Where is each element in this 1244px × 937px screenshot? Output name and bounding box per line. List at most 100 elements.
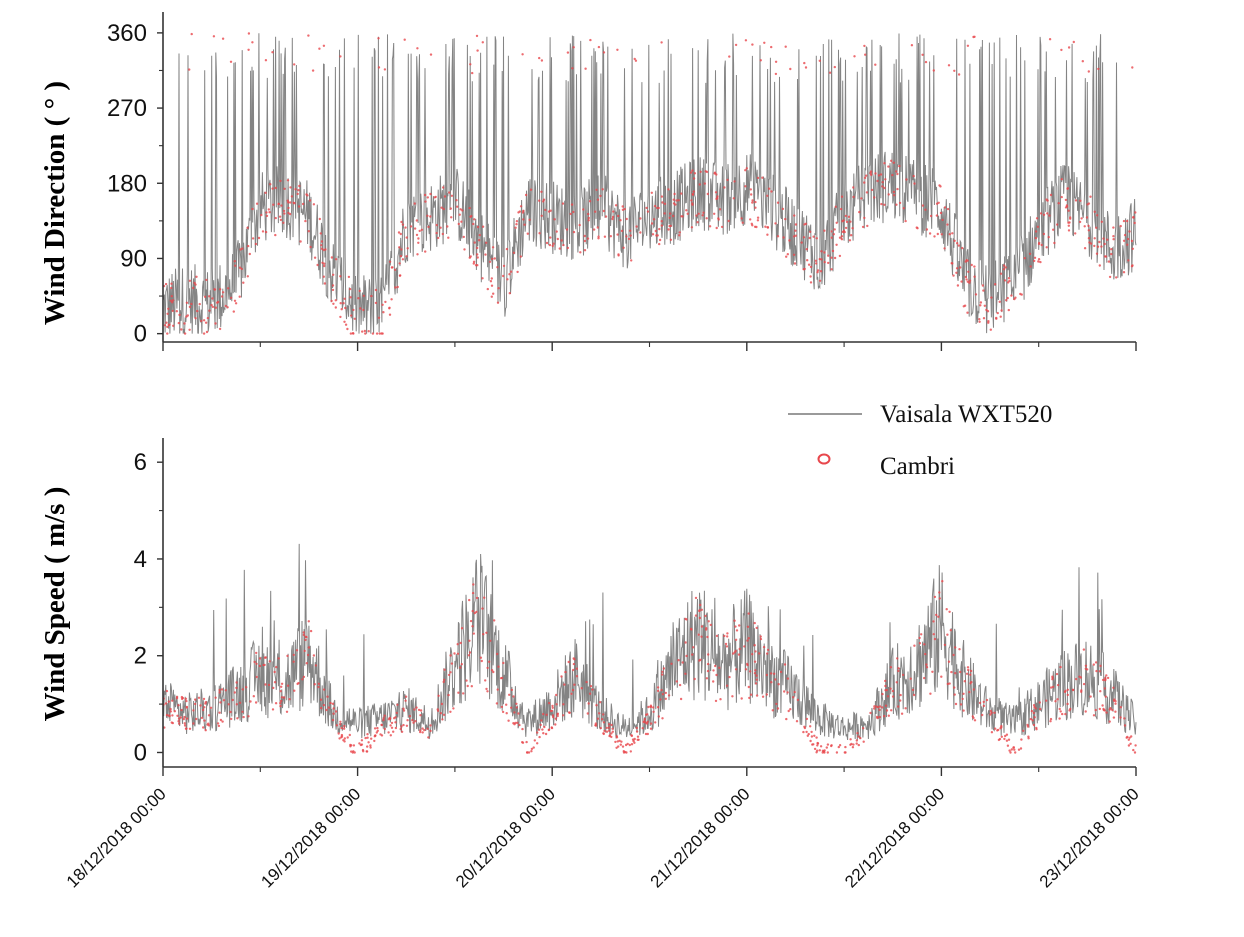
cambri-speed-point [878, 715, 881, 719]
cambri-speed-point [481, 607, 484, 610]
cambri-speed-point [694, 614, 698, 617]
cambri-speed-point [796, 698, 800, 702]
cambri-direction-point [435, 231, 438, 235]
cambri-speed-point [924, 652, 927, 656]
cambri-speed-point [514, 721, 517, 725]
cambri-speed-point [507, 719, 510, 722]
cambri-direction-point [979, 304, 982, 307]
cambri-speed-point [1111, 708, 1114, 712]
cambri-speed-point [913, 644, 916, 647]
cambri-speed-point [1123, 717, 1126, 720]
cambri-direction-point [956, 242, 959, 245]
cambri-speed-point [661, 717, 664, 720]
cambri-speed-point [185, 706, 188, 709]
cambri-direction-point [744, 185, 747, 188]
cambri-speed-point [856, 732, 859, 735]
cambri-direction-point [474, 264, 478, 267]
cambri-direction-point [751, 43, 754, 46]
cambri-speed-point [978, 701, 982, 705]
cambri-direction-point [468, 256, 471, 259]
cambri-speed-point [319, 698, 323, 701]
cambri-speed-point [501, 710, 505, 714]
cambri-direction-point [621, 205, 624, 208]
cambri-speed-point [279, 704, 282, 708]
cambri-direction-point [1019, 292, 1022, 296]
cambri-speed-point [543, 725, 546, 729]
cambri-speed-point [303, 649, 306, 653]
cambri-direction-point [1110, 248, 1113, 251]
cambri-direction-point [468, 206, 471, 210]
cambri-speed-point [314, 664, 318, 667]
cambri-speed-point [753, 672, 757, 675]
cambri-direction-point [274, 233, 277, 237]
y-tick-label: 6 [134, 449, 147, 476]
cambri-direction-point [316, 263, 319, 267]
cambri-speed-point [358, 742, 361, 745]
cambri-direction-point [219, 288, 222, 291]
cambri-speed-point [852, 743, 855, 746]
cambri-direction-point [1039, 212, 1043, 215]
cambri-direction-point [660, 224, 663, 227]
cambri-direction-point [319, 232, 322, 235]
cambri-direction-point [478, 233, 481, 237]
cambri-direction-point [776, 201, 780, 204]
cambri-speed-point [620, 740, 623, 743]
cambri-speed-point [803, 725, 806, 728]
cambri-direction-point [188, 305, 192, 309]
cambri-direction-point [803, 223, 806, 226]
cambri-direction-point [183, 322, 186, 325]
cambri-speed-point [280, 685, 283, 688]
cambri-direction-point [658, 242, 661, 246]
cambri-direction-point [588, 200, 592, 203]
cambri-direction-point [248, 252, 251, 256]
cambri-speed-point [521, 741, 525, 744]
cambri-speed-point [925, 663, 928, 666]
cambri-direction-point [170, 295, 173, 298]
cambri-speed-point [224, 689, 227, 692]
cambri-direction-point [449, 207, 452, 210]
cambri-direction-point [308, 199, 312, 202]
cambri-speed-point [755, 674, 758, 677]
cambri-direction-point [892, 190, 896, 194]
cambri-speed-point [996, 729, 999, 732]
cambri-speed-point [493, 619, 496, 622]
cambri-speed-point [563, 683, 566, 686]
cambri-speed-point [273, 670, 276, 674]
cambri-direction-point [457, 222, 460, 226]
cambri-speed-point [1098, 670, 1102, 673]
cambri-direction-point [946, 223, 949, 226]
cambri-direction-point [749, 188, 752, 191]
cambri-speed-point [1078, 675, 1081, 678]
cambri-direction-point [247, 48, 250, 51]
cambri-direction-point [493, 257, 496, 260]
cambri-speed-point [293, 689, 296, 692]
cambri-speed-point [515, 706, 518, 709]
cambri-speed-point [635, 726, 638, 730]
cambri-direction-point [331, 284, 335, 287]
cambri-direction-point [1093, 237, 1096, 240]
cambri-speed-point [646, 720, 649, 723]
cambri-direction-point [269, 183, 272, 186]
cambri-direction-point [1106, 238, 1109, 241]
cambri-speed-point [649, 705, 653, 708]
cambri-direction-point [639, 231, 642, 234]
cambri-direction-point [1029, 265, 1032, 268]
cambri-direction-point [839, 207, 843, 211]
cambri-speed-point [1119, 716, 1122, 719]
cambri-direction-point [756, 219, 760, 222]
cambri-direction-point [986, 310, 990, 313]
cambri-speed-point [1059, 665, 1062, 669]
cambri-speed-point [750, 693, 753, 696]
cambri-direction-point [928, 232, 932, 235]
cambri-speed-point [177, 704, 180, 707]
cambri-speed-point [661, 670, 664, 673]
cambri-speed-point [602, 732, 605, 735]
cambri-speed-point [948, 682, 951, 685]
cambri-direction-point [524, 193, 528, 197]
cambri-direction-point [443, 195, 447, 198]
cambri-speed-point [614, 740, 617, 744]
cambri-speed-point [1114, 710, 1117, 713]
cambri-direction-point [416, 47, 419, 50]
cambri-direction-point [331, 288, 335, 292]
